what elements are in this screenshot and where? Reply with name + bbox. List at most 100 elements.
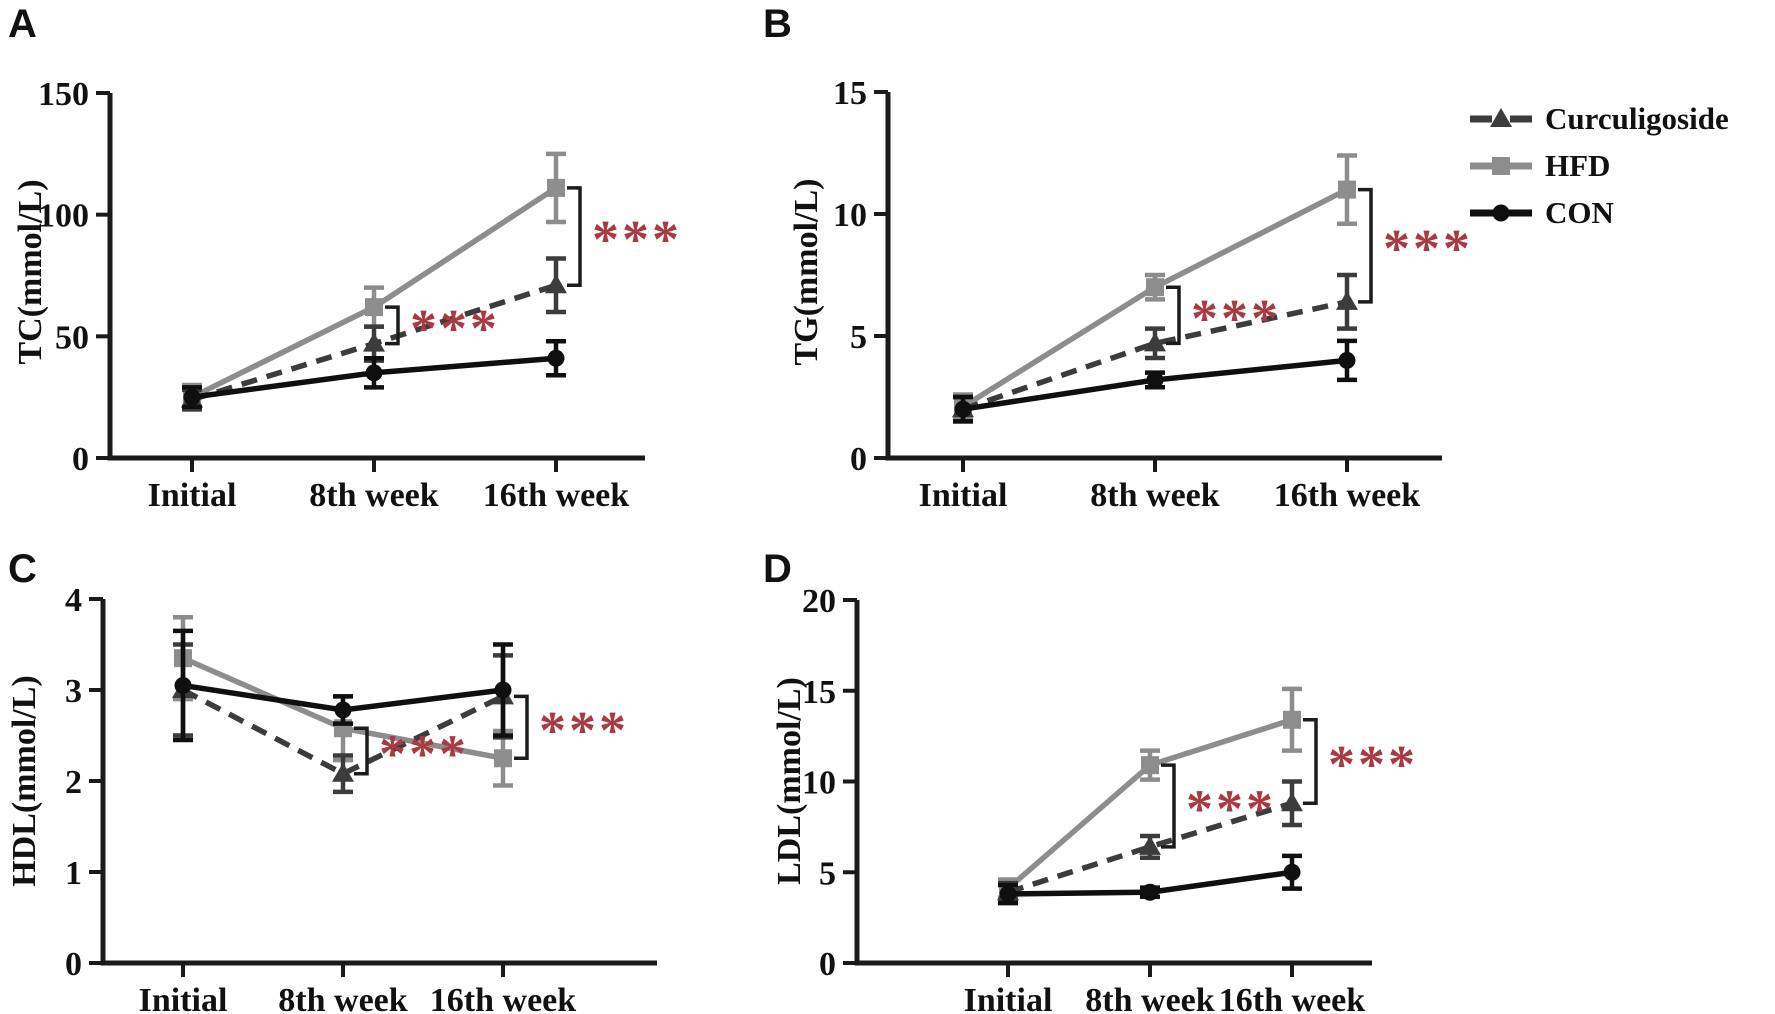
- con-sample-svg: [1470, 204, 1532, 222]
- marker-triangle-icon: [1281, 792, 1303, 812]
- marker-square-icon: [547, 178, 565, 197]
- marker-circle-icon: [1141, 883, 1159, 901]
- marker-circle-icon: [954, 400, 972, 418]
- sig-bracket: [1166, 285, 1181, 346]
- sig-asterisks: ***: [592, 210, 682, 270]
- sig-asterisks: ***: [1328, 735, 1418, 795]
- y-axis-title-B: TG(mmol/L): [788, 178, 825, 366]
- marker-square-icon: [365, 298, 383, 317]
- x-tick-label: Initial: [964, 982, 1053, 1014]
- x-tick-label: 16th week: [1219, 982, 1365, 1014]
- sig-bracket: [354, 726, 369, 776]
- marker-circle-icon: [999, 885, 1017, 903]
- sig-bracket: [1161, 763, 1176, 849]
- y-tick-label: 3: [65, 673, 82, 710]
- marker-circle-icon: [1146, 371, 1164, 389]
- y-tick-label: 10: [833, 197, 867, 234]
- y-tick-label: 10: [802, 765, 836, 802]
- y-tick-label: 0: [65, 946, 82, 983]
- y-tick-label: 0: [819, 946, 836, 983]
- y-tick-label: 1: [65, 855, 82, 892]
- y-tick-label: 15: [802, 674, 836, 711]
- legend-label: Curculigoside: [1545, 101, 1729, 136]
- marker-square-icon: [1283, 710, 1301, 729]
- panel-C-plot: 0 1 2 3 4 Initial 8th week 16th week *** ***: [65, 582, 657, 1014]
- panel-D-plot: 0 5 10 15 20 Initial 8th week 16th week *** ***: [802, 583, 1418, 1014]
- y-axis-title-C: HDL(mmol/L): [6, 675, 43, 887]
- legend-item-hfd: HFD: [1468, 145, 1729, 187]
- y-tick-label: 100: [38, 198, 89, 235]
- con-marker-icon: [1468, 197, 1534, 229]
- y-tick-label: 150: [38, 76, 89, 113]
- x-tick-label: Initial: [919, 477, 1008, 514]
- marker-circle-icon: [334, 701, 352, 719]
- x-tick-label: 16th week: [483, 477, 629, 514]
- sig-asterisks: ***: [1191, 288, 1281, 348]
- marker-square-icon: [1146, 278, 1164, 297]
- hfd-sample-svg: [1470, 157, 1532, 175]
- y-tick-label: 5: [850, 319, 867, 356]
- curculigoside-sample-svg: [1470, 108, 1532, 127]
- x-tick-label: 8th week: [309, 477, 438, 514]
- marker-circle-icon: [1283, 863, 1301, 881]
- y-tick-label: 20: [802, 583, 836, 620]
- sig-bracket: [1303, 718, 1318, 806]
- series-line: [1007, 800, 1293, 895]
- panel-label-D: D: [763, 547, 793, 591]
- marker-square-icon: [494, 749, 512, 768]
- marker-triangle-icon: [332, 762, 354, 782]
- x-tick-label: Initial: [139, 982, 228, 1014]
- series-con: [953, 338, 1357, 424]
- y-tick-label: 15: [833, 75, 867, 112]
- y-tick-label: 5: [819, 855, 836, 892]
- marker-triangle-icon: [1139, 835, 1161, 855]
- sig-bracket: [567, 186, 582, 287]
- x-tick-label: 8th week: [1085, 982, 1214, 1014]
- marker-circle-icon: [1338, 351, 1356, 369]
- sig-asterisks: ***: [379, 724, 469, 784]
- sig-asterisks: ***: [1186, 779, 1276, 839]
- legend-label: CON: [1545, 195, 1614, 230]
- y-axis-title-A: TC(mmol/L): [12, 179, 49, 365]
- y-tick-label: 0: [850, 441, 867, 478]
- panel-label-A: A: [8, 2, 38, 46]
- legend-label: HFD: [1545, 148, 1611, 183]
- y-axis-title-D: LDL(mmol/L): [771, 677, 808, 885]
- series-line: [181, 687, 505, 777]
- y-tick-label: 4: [65, 582, 82, 619]
- sig-asterisks: ***: [410, 298, 500, 358]
- sig-asterisks: ***: [539, 700, 629, 760]
- y-tick-label: 50: [55, 319, 89, 356]
- marker-triangle-icon: [545, 274, 567, 294]
- panel-label-B: B: [763, 2, 793, 46]
- marker-triangle-icon: [1336, 290, 1358, 310]
- marker-triangle-icon: [1490, 108, 1512, 127]
- marker-circle-icon: [1492, 204, 1510, 222]
- legend-item-curculigoside: Curculigoside: [1468, 98, 1729, 140]
- panel-label-C: C: [8, 547, 38, 591]
- hfd-marker-icon: [1468, 150, 1534, 182]
- marker-circle-icon: [547, 349, 565, 367]
- x-tick-label: 16th week: [430, 982, 576, 1014]
- curculigoside-marker-icon: [1468, 103, 1534, 135]
- marker-square-icon: [1492, 157, 1510, 175]
- sig-bracket: [514, 694, 529, 760]
- series-con: [182, 338, 566, 410]
- marker-circle-icon: [174, 676, 192, 694]
- legend: Curculigoside HFD CON: [1468, 98, 1729, 234]
- marker-square-icon: [1141, 756, 1159, 775]
- marker-triangle-icon: [1144, 332, 1166, 352]
- marker-circle-icon: [183, 388, 201, 406]
- x-tick-label: 8th week: [1090, 477, 1219, 514]
- x-tick-label: Initial: [148, 477, 237, 514]
- x-tick-label: 16th week: [1274, 477, 1420, 514]
- sig-bracket: [385, 305, 400, 346]
- sig-bracket: [1358, 187, 1373, 304]
- sig-asterisks: ***: [1383, 219, 1473, 279]
- legend-item-con: CON: [1468, 192, 1729, 234]
- panel-A-plot: 0 50 100 150 Initial 8th week 16th week *** ***: [38, 76, 682, 514]
- marker-square-icon: [1338, 180, 1356, 199]
- marker-triangle-icon: [363, 332, 385, 352]
